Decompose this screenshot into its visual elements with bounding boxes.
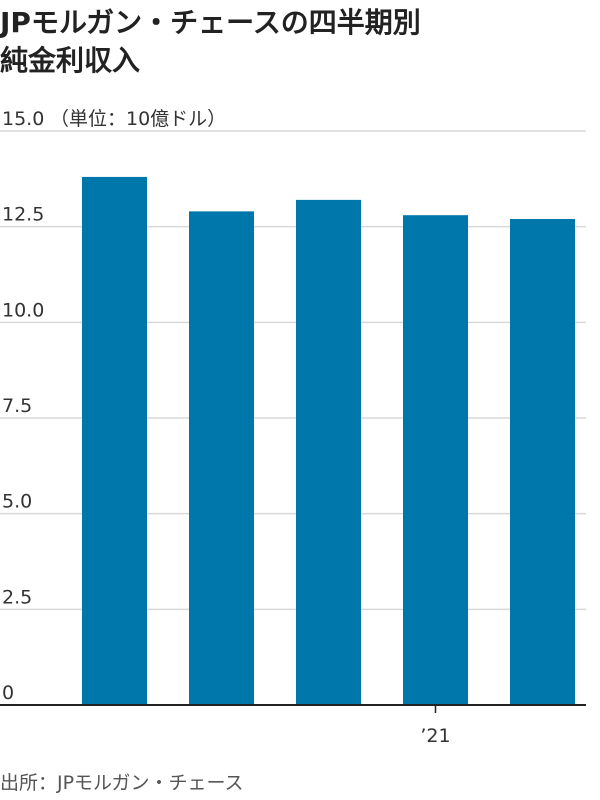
y-tick-label: 10.0 <box>2 299 44 321</box>
chart-title: JPモルガン・チェースの四半期別 純金利収入 <box>0 4 590 80</box>
bar <box>403 215 468 706</box>
chart-title-line-1: JPモルガン・チェースの四半期別 <box>0 6 421 39</box>
y-tick-label: 2.5 <box>2 586 32 608</box>
y-tick-label: 0 <box>2 682 14 704</box>
bar <box>82 176 147 706</box>
y-tick-label: 7.5 <box>2 395 32 417</box>
chart-title-line-2: 純金利収入 <box>0 44 141 77</box>
y-axis-unit-label: （単位：10億ドル） <box>50 108 226 130</box>
y-tick-label: 15.0 <box>2 108 44 130</box>
x-tick-label: ’21 <box>420 725 450 747</box>
bar <box>189 211 254 706</box>
y-tick-label: 12.5 <box>2 204 44 226</box>
y-tick-label: 5.0 <box>2 491 32 513</box>
bar <box>296 199 361 705</box>
bar <box>510 219 575 705</box>
source-note: 出所：JPモルガン・チェース <box>0 772 244 794</box>
